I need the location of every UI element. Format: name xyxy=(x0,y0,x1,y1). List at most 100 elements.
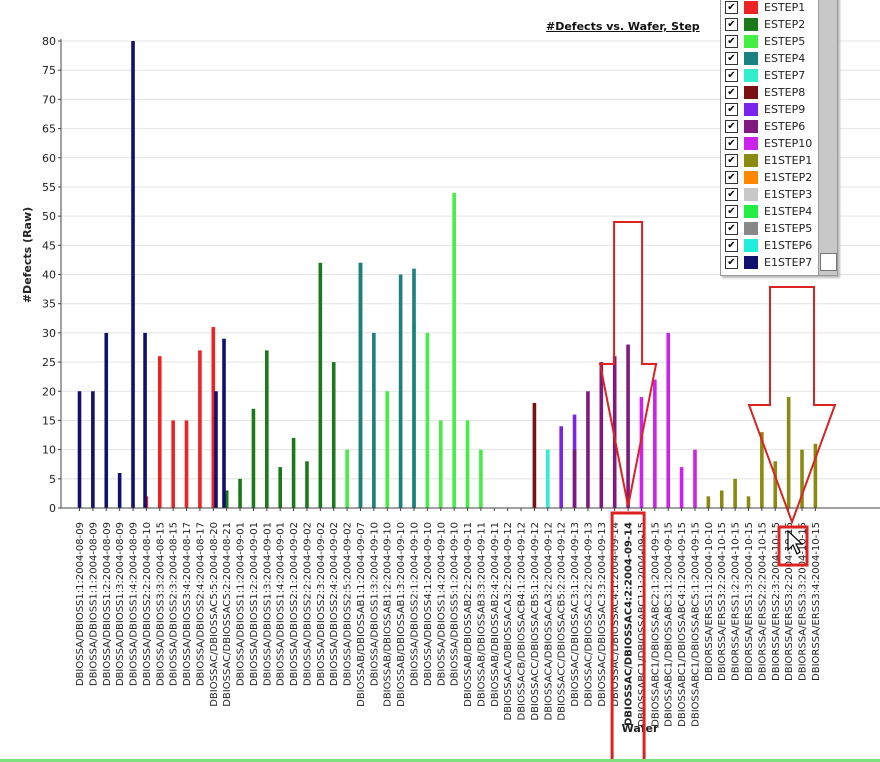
legend-swatch xyxy=(744,256,758,269)
bar-estep10-0 xyxy=(639,397,644,508)
y-tick-label-9: 45 xyxy=(42,239,56,252)
legend-item-e1step6[interactable]: ✔ E1STEP6 xyxy=(725,237,812,254)
legend[interactable]: ✔ ESTEP1 ✔ ESTEP2 ✔ ESTEP5 ✔ ESTEP4 ✔ ESTEP7 ✔ ESTE… xyxy=(720,0,838,276)
x-tick-label-5: DBIOSSA/DBIOSS2:2:2004-08-10 xyxy=(142,522,153,686)
legend-swatch xyxy=(744,103,758,116)
x-tick-label-27: DBIOSSA/DBIOSS1:4:2004-09-10 xyxy=(436,522,447,686)
legend-item-e1step1[interactable]: ✔ E1STEP1 xyxy=(725,152,812,169)
x-tick-label-30: DBIOSSAB/DBIOSSAB3:3:2004-09-11 xyxy=(476,522,487,707)
legend-checkbox[interactable]: ✔ xyxy=(725,171,738,184)
x-tick-label-42: DBIOSSABC1/DBIOSSABC1:1:2004-09-15 xyxy=(637,522,648,727)
bar-estep4-2 xyxy=(398,274,403,508)
x-tick-label-19: DBIOSSA/DBIOSS2:4:2004-09-02 xyxy=(329,522,340,686)
bar-estep8-0 xyxy=(532,402,537,508)
bar-e1step1-8 xyxy=(813,443,818,508)
bar-e1step7-5 xyxy=(143,332,147,508)
y-tick-label-6: 30 xyxy=(42,327,56,340)
bar-estep5-2 xyxy=(385,391,390,508)
x-tick-label-33: DBIOSSACB/DBIOSSACB4:1:2004-09-12 xyxy=(517,522,528,721)
bar-e1step7-3 xyxy=(117,472,122,508)
legend-item-estep9[interactable]: ✔ ESTEP9 xyxy=(725,101,805,118)
legend-checkbox[interactable]: ✔ xyxy=(725,205,738,218)
bar-estep2-7 xyxy=(318,262,323,508)
bar-e1step1-5 xyxy=(773,461,778,508)
legend-label: E1STEP6 xyxy=(764,239,813,252)
legend-checkbox[interactable]: ✔ xyxy=(725,188,738,201)
legend-label: ESTEP9 xyxy=(764,103,806,116)
legend-item-estep6[interactable]: ✔ ESTEP6 xyxy=(725,118,805,135)
legend-swatch xyxy=(744,52,758,65)
legend-swatch xyxy=(744,69,758,82)
legend-item-estep8[interactable]: ✔ ESTEP8 xyxy=(725,84,805,101)
x-tick-label-35: DBIOSSACA/DBIOSSACA3:2:2004-09-12 xyxy=(543,522,554,720)
legend-item-e1step5[interactable]: ✔ E1STEP5 xyxy=(725,220,812,237)
x-tick-labels: DBIOSSA/DBIOSS1:1:2004-08-09 DBIOSSA/DBIO… xyxy=(75,508,822,727)
legend-swatch xyxy=(744,1,758,14)
x-tick-label-6: DBIOSSA/DBIOSS3:3:2004-08-15 xyxy=(155,522,166,686)
x-tick-label-41: DBIOSSAC/DBIOSSAC4:2:2004-09-14 xyxy=(624,522,635,726)
bar-estep5-8 xyxy=(465,420,470,508)
legend-item-estep5[interactable]: ✔ ESTEP5 xyxy=(725,33,805,50)
y-tick-label-14: 70 xyxy=(42,93,56,106)
legend-item-e1step3[interactable]: ✔ E1STEP3 xyxy=(725,186,812,203)
x-tick-label-36: DBIOSSACC/DBIOSSACB5:2:2004-09-12 xyxy=(557,522,568,721)
bar-e1step1-3 xyxy=(746,496,751,508)
legend-checkbox[interactable]: ✔ xyxy=(725,154,738,167)
x-tick-label-16: DBIOSSA/DBIOSS2:1:2004-09-02 xyxy=(289,522,300,686)
legend-checkbox[interactable]: ✔ xyxy=(725,120,738,133)
legend-checkbox[interactable]: ✔ xyxy=(725,35,738,48)
y-tick-label-11: 55 xyxy=(42,181,56,194)
bar-estep2-2 xyxy=(251,408,256,508)
bars xyxy=(77,41,818,508)
bar-estep4-1 xyxy=(372,332,376,508)
legend-swatch xyxy=(744,18,758,31)
bar-estep4-0 xyxy=(358,262,363,508)
legend-label: ESTEP10 xyxy=(764,137,813,150)
legend-checkbox[interactable]: ✔ xyxy=(725,103,738,116)
cursor-highlight-box xyxy=(777,525,809,567)
legend-item-estep1[interactable]: ✔ ESTEP1 xyxy=(725,0,805,16)
legend-item-e1step2[interactable]: ✔ E1STEP2 xyxy=(725,169,812,186)
legend-checkbox[interactable]: ✔ xyxy=(725,256,738,269)
bar-estep2-6 xyxy=(305,461,309,508)
y-tick-label-4: 20 xyxy=(42,385,56,398)
bar-estep2-1 xyxy=(238,478,242,508)
x-tick-label-55: DBIORSSA/ERSS3:4:2004-10-15 xyxy=(811,522,822,681)
x-tick-label-52: DBIORSSA/ERSS2:3:2004-10-15 xyxy=(771,522,782,681)
legend-item-estep2[interactable]: ✔ ESTEP2 xyxy=(725,16,805,33)
legend-scroll-thumb[interactable] xyxy=(820,253,837,271)
legend-swatch xyxy=(744,188,758,201)
bar-estep1-1 xyxy=(157,356,162,508)
bar-e1step7-6 xyxy=(214,391,218,508)
legend-checkbox[interactable]: ✔ xyxy=(725,69,738,82)
x-tick-label-47: DBIORSSA/ERSS1:1:2004-10-10 xyxy=(704,522,715,681)
legend-scrollbar[interactable] xyxy=(818,0,837,275)
legend-checkbox[interactable]: ✔ xyxy=(725,137,738,150)
x-tick-label-31: DBIOSSAB/DBIOSSAB2:4:2004-09-11 xyxy=(490,522,501,707)
y-axis-title: #Defects (Raw) xyxy=(21,207,34,303)
x-tick-label-17: DBIOSSA/DBIOSS2:2:2004-09-02 xyxy=(302,522,313,686)
legend-checkbox[interactable]: ✔ xyxy=(725,86,738,99)
legend-item-estep10[interactable]: ✔ ESTEP10 xyxy=(725,135,812,152)
legend-item-estep7[interactable]: ✔ ESTEP7 xyxy=(725,67,805,84)
legend-label: E1STEP1 xyxy=(764,154,813,167)
legend-item-estep4[interactable]: ✔ ESTEP4 xyxy=(725,50,805,67)
legend-label: ESTEP2 xyxy=(764,18,806,31)
x-tick-label-12: DBIOSSA/DBIOSS1:1:2004-09-01 xyxy=(236,522,247,686)
legend-checkbox[interactable]: ✔ xyxy=(725,239,738,252)
legend-checkbox[interactable]: ✔ xyxy=(725,18,738,31)
y-tick-label-8: 40 xyxy=(42,269,56,282)
x-tick-label-39: DBIOSSAC/DBIOSSAC3:3:2004-09-13 xyxy=(597,522,608,707)
y-tick-label-0: 0 xyxy=(49,502,56,515)
x-tick-label-18: DBIOSSA/DBIOSS2:3:2004-09-02 xyxy=(316,522,327,686)
legend-checkbox[interactable]: ✔ xyxy=(725,52,738,65)
legend-swatch xyxy=(744,35,758,48)
y-tick-label-16: 80 xyxy=(42,35,56,48)
legend-swatch xyxy=(744,239,758,252)
legend-item-e1step7[interactable]: ✔ E1STEP7 xyxy=(725,254,812,271)
legend-checkbox[interactable]: ✔ xyxy=(725,1,738,14)
x-tick-label-2: DBIOSSA/DBIOSS1:2:2004-08-09 xyxy=(102,522,113,686)
y-tick-label-3: 15 xyxy=(42,414,56,427)
legend-item-e1step4[interactable]: ✔ E1STEP4 xyxy=(725,203,812,220)
legend-checkbox[interactable]: ✔ xyxy=(725,222,738,235)
